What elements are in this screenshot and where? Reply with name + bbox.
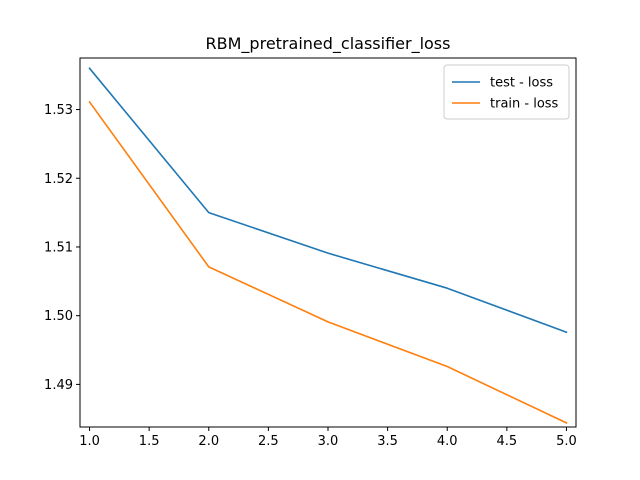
x-tick-label: 1.0 — [79, 434, 100, 449]
y-tick-label: 1.53 — [44, 103, 73, 118]
series-line-train-loss — [88, 100, 568, 424]
x-tick-label: 2.5 — [258, 434, 279, 449]
legend-label: train - loss — [490, 97, 559, 112]
y-tick-label: 1.51 — [44, 240, 73, 255]
x-tick-label: 5.0 — [556, 434, 577, 449]
y-tick-label: 1.52 — [44, 172, 73, 187]
chart-title: RBM_pretrained_classifier_loss — [206, 34, 451, 54]
legend-box — [443, 64, 570, 120]
y-axis: 1.49 1.50 1.51 1.52 1.53 — [44, 103, 80, 393]
x-tick-label: 3.5 — [377, 434, 398, 449]
x-tick-label: 2.0 — [198, 434, 219, 449]
legend-label: test - loss — [490, 76, 553, 91]
legend: test - loss train - loss — [443, 64, 570, 120]
y-tick-label: 1.49 — [44, 378, 73, 393]
series-lines — [88, 67, 568, 424]
x-tick-label: 4.5 — [497, 434, 518, 449]
x-tick-label: 4.0 — [437, 434, 458, 449]
series-line-test-loss — [88, 67, 568, 334]
x-tick-label: 3.0 — [318, 434, 339, 449]
x-tick-label: 1.5 — [139, 434, 160, 449]
y-tick-label: 1.50 — [44, 309, 73, 324]
x-axis: 1.0 1.5 2.0 2.5 3.0 3.5 4.0 4.5 5.0 — [79, 427, 577, 449]
